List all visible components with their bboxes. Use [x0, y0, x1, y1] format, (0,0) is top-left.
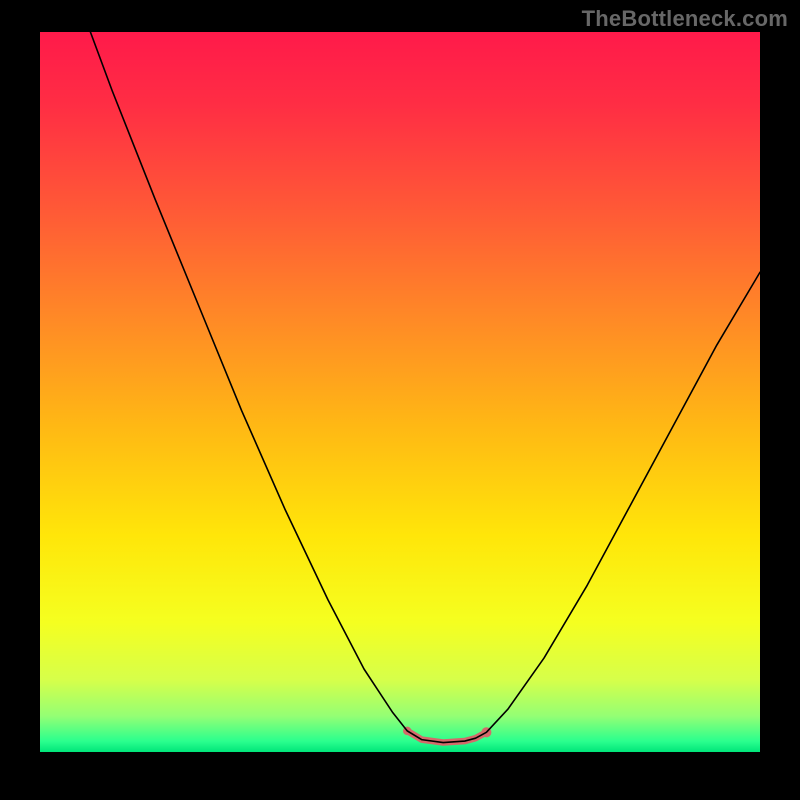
minimum-highlight — [407, 731, 486, 743]
chart-frame: TheBottleneck.com — [0, 0, 800, 800]
bottleneck-curve — [90, 32, 760, 743]
curve-layer — [40, 32, 760, 760]
watermark-text: TheBottleneck.com — [582, 6, 788, 32]
plot-area — [40, 32, 760, 760]
